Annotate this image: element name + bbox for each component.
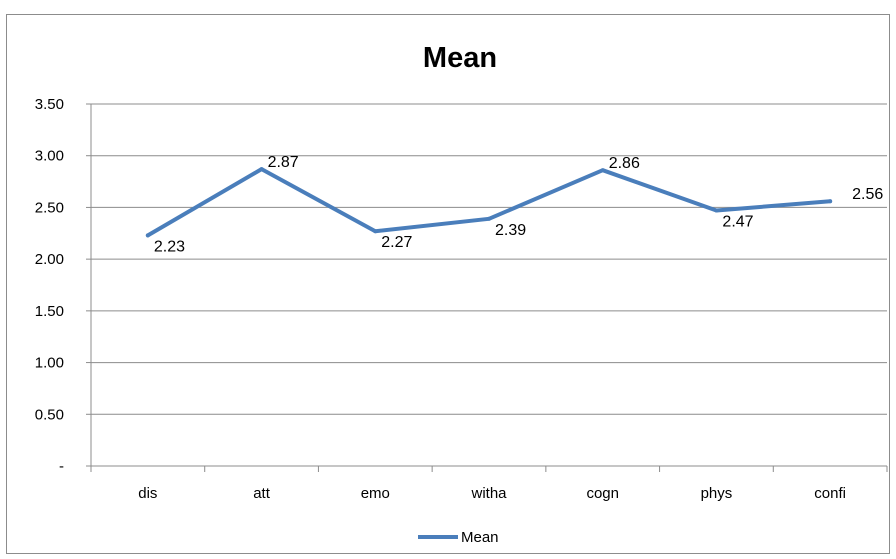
data-point (373, 229, 378, 234)
y-tick-label: 1.00 (35, 355, 64, 372)
x-axis-tick-labels: dis att emo witha cogn phys confi (138, 485, 846, 502)
x-tick-label: emo (361, 485, 390, 502)
data-point (259, 167, 264, 172)
data-label: 2.23 (154, 238, 185, 255)
x-tick-label: dis (138, 485, 157, 502)
data-label: 2.39 (495, 222, 526, 239)
y-tick-label: 3.00 (35, 148, 64, 165)
y-axis-tick-labels: - 0.50 1.00 1.50 2.00 2.50 3.00 3.50 (35, 96, 64, 475)
data-label: 2.47 (722, 214, 753, 231)
x-tick-label: att (253, 485, 271, 502)
legend-label-mean: Mean (461, 529, 499, 546)
data-point (145, 233, 150, 238)
data-label: 2.86 (609, 155, 640, 172)
data-point (828, 199, 833, 204)
data-point (487, 216, 491, 221)
data-label: 2.87 (268, 154, 299, 171)
data-point (714, 208, 719, 213)
data-point (600, 168, 605, 173)
axes (86, 103, 888, 472)
gridlines (91, 103, 887, 415)
x-tick-label: witha (470, 485, 507, 502)
y-tick-label: 1.50 (35, 303, 64, 320)
y-tick-label: - (59, 458, 64, 475)
data-label: 2.56 (852, 186, 883, 203)
x-tick-label: cogn (586, 485, 619, 502)
x-tick-label: phys (701, 485, 733, 502)
data-labels: 2.23 2.87 2.27 2.39 2.86 2.47 2.56 (154, 154, 884, 255)
y-tick-label: 2.50 (35, 199, 64, 216)
chart-title: Mean (423, 42, 497, 74)
y-tick-label: 2.00 (35, 251, 64, 268)
data-label: 2.27 (381, 234, 412, 251)
x-tick-label: confi (814, 485, 846, 502)
y-tick-label: 3.50 (35, 96, 64, 113)
series-mean (145, 167, 833, 238)
legend: Mean (418, 529, 499, 546)
y-tick-label: 0.50 (35, 406, 64, 423)
